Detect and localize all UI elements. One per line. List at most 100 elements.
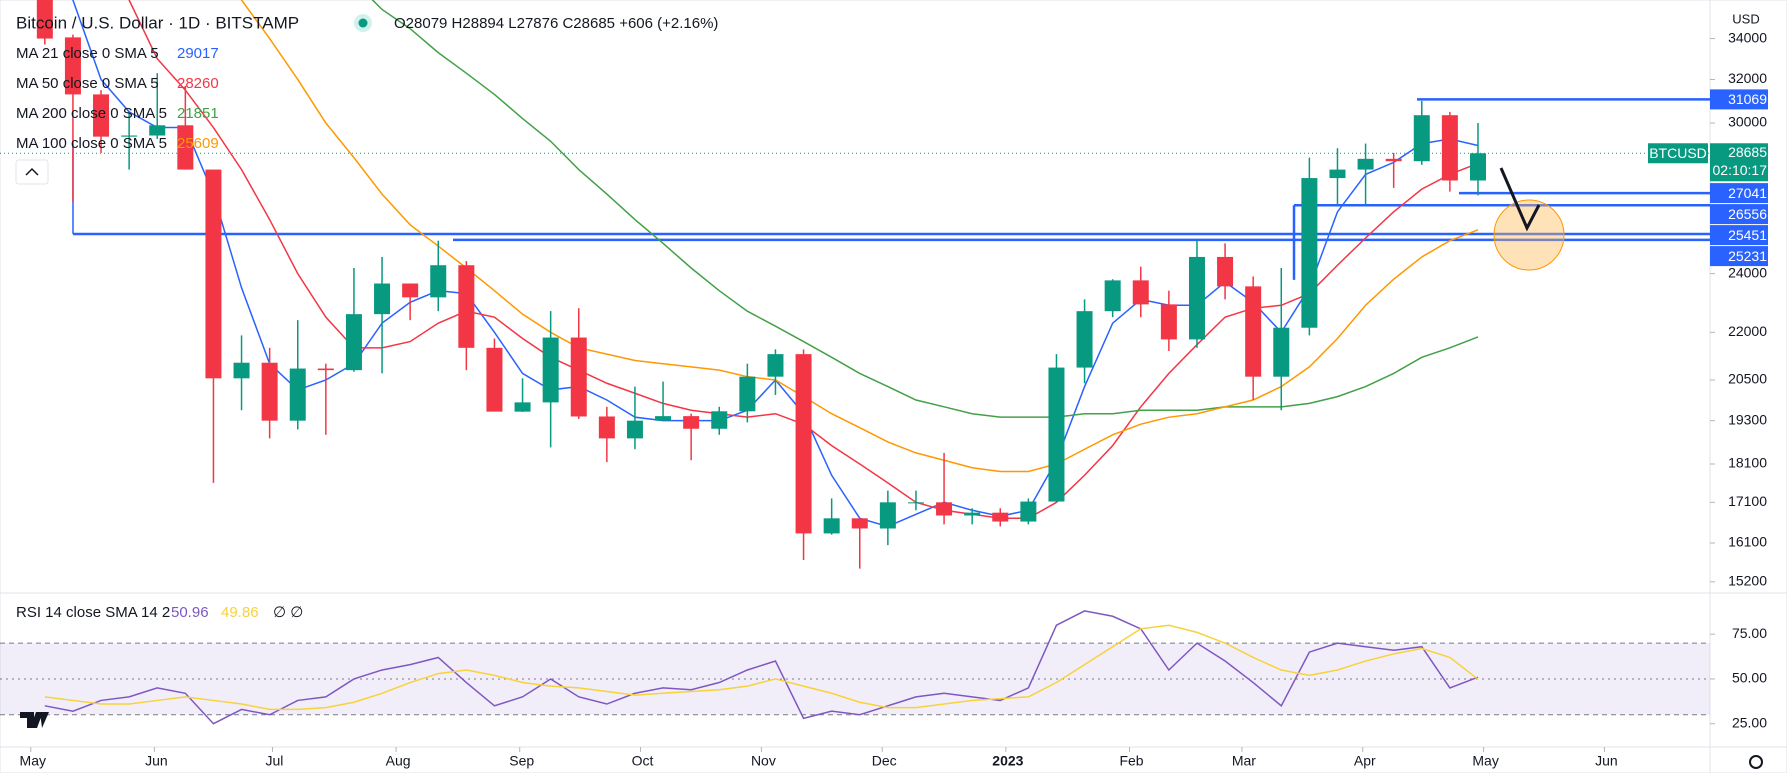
level-label: 25231 <box>1728 248 1767 264</box>
candle-body <box>598 416 615 439</box>
x-tick-label: Nov <box>751 753 776 769</box>
candle-body <box>626 420 643 439</box>
x-tick-label: Aug <box>386 753 411 769</box>
candle-body <box>1357 158 1374 170</box>
last-price-label: 28685 <box>1728 144 1767 160</box>
candle-body <box>1020 501 1037 522</box>
y-tick-label: 30000 <box>1728 114 1767 130</box>
candle-body <box>1469 153 1486 181</box>
y-tick-label: 19300 <box>1728 411 1767 427</box>
candle-body <box>289 368 306 421</box>
candle-body <box>683 416 700 429</box>
candle-body <box>739 376 756 412</box>
legend-value: 28260 <box>177 75 219 92</box>
candle-body <box>233 362 250 379</box>
tv-logo <box>20 712 49 728</box>
candle-body <box>570 337 587 417</box>
candle-body <box>374 283 391 315</box>
legend-value: 29017 <box>177 45 219 62</box>
candle-body <box>64 37 81 95</box>
ma-line <box>240 0 1479 473</box>
candle-body <box>345 314 362 371</box>
candle-body <box>1385 158 1402 162</box>
candle-body <box>486 347 503 412</box>
rsi-pane <box>0 610 1710 725</box>
candle-body <box>1104 280 1121 312</box>
legend: Bitcoin / U.S. Dollar · 1D · BITSTAMP O2… <box>15 11 1760 621</box>
x-tick-label: Jun <box>1595 753 1618 769</box>
x-tick-label: Sep <box>509 753 534 769</box>
level-label-box <box>1710 225 1768 246</box>
level-label-box <box>1710 204 1768 225</box>
settings-icon[interactable] <box>1749 755 1763 769</box>
legend-name: MA 50 close 0 SMA 5 <box>16 75 159 92</box>
candle-body <box>205 169 222 379</box>
rsi-extra: ∅ ∅ <box>273 604 303 621</box>
x-tick-label: Mar <box>1232 753 1256 769</box>
x-tick-label: May <box>20 753 46 769</box>
rsi-label: RSI 14 close SMA 14 2 <box>16 604 170 621</box>
candle-body <box>458 265 475 348</box>
gear[interactable] <box>1749 755 1763 769</box>
ohlc-values: O28079 H28894 L27876 C28685 +606 (+2.16%… <box>394 15 718 32</box>
candle-body <box>879 502 896 529</box>
rsi-value: 49.86 <box>221 604 259 621</box>
ma-line <box>72 0 1479 528</box>
axes: 34000 32000 30000 24000 22000 20500 19300 18100… <box>20 29 1768 769</box>
rsi-tick-label: 25.00 <box>1732 714 1767 730</box>
candle-body <box>1048 367 1065 502</box>
rsi-band-fill <box>0 643 1710 715</box>
legend-value: 21851 <box>177 105 219 122</box>
last-price-box <box>1710 143 1768 182</box>
y-tick-label: 34000 <box>1728 29 1767 45</box>
candle-body <box>1413 115 1430 162</box>
countdown: 02:10:17 <box>1713 162 1768 178</box>
candle-body <box>711 411 728 429</box>
level-label: 27041 <box>1728 185 1767 201</box>
candle-body <box>261 362 278 421</box>
candle-body <box>823 518 840 534</box>
candle-body <box>1329 169 1346 179</box>
candle-body <box>1301 178 1318 328</box>
x-tick-label: Jun <box>145 753 168 769</box>
y-tick-label: 24000 <box>1728 264 1767 280</box>
y-tick-label: 32000 <box>1728 70 1767 86</box>
x-tick-label: Dec <box>872 753 897 769</box>
y-tick-label: 18100 <box>1728 455 1767 471</box>
ma-line <box>128 0 1479 520</box>
level-label: 26556 <box>1728 206 1767 222</box>
candle-body <box>1441 115 1458 181</box>
candle-body <box>121 135 138 137</box>
candle-body <box>964 512 981 516</box>
legend-name: MA 21 close 0 SMA 5 <box>16 45 159 62</box>
candle-body <box>149 125 166 136</box>
logo <box>20 712 49 728</box>
level-label: 25451 <box>1728 227 1767 243</box>
candle-body <box>1273 327 1290 377</box>
y-tick-label: 22000 <box>1728 323 1767 339</box>
rsi-line <box>44 610 1479 725</box>
symbol-tag-box <box>1648 143 1708 164</box>
candle-body <box>177 125 194 170</box>
candle-body <box>1245 286 1262 377</box>
candle-body <box>542 337 559 403</box>
target-circle <box>1493 199 1565 271</box>
rsi-tick-label: 75.00 <box>1732 625 1767 641</box>
candle-body <box>1160 304 1177 340</box>
candle-body <box>1076 311 1093 368</box>
y-tick-label: 20500 <box>1728 371 1767 387</box>
collapse-icon <box>25 167 39 176</box>
candle-body <box>402 283 419 298</box>
candle-body <box>767 354 784 377</box>
collapse-button[interactable] <box>15 159 49 185</box>
candle-body <box>851 518 868 529</box>
level-label: 31069 <box>1728 91 1767 107</box>
symbol-title: Bitcoin / U.S. Dollar · 1D · BITSTAMP <box>16 13 299 32</box>
annotation <box>1493 167 1565 271</box>
candle-body <box>36 0 53 39</box>
candle-body <box>93 94 110 137</box>
y-tick-label: 15200 <box>1728 573 1767 589</box>
candle-body <box>514 402 531 412</box>
